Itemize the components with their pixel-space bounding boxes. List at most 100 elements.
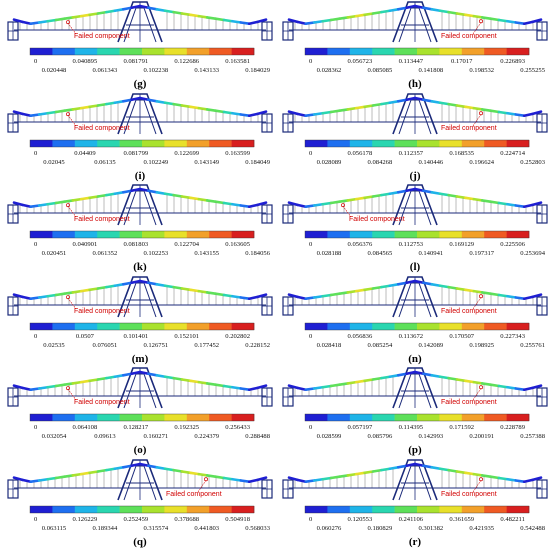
tick-label-bottom: 0.184049 (245, 159, 270, 166)
deck-arch (12, 96, 268, 117)
color-bar-segment (461, 505, 485, 513)
bridge-diagram-p: Failed component 0 0.057197 0.114395 0.17159… (282, 367, 548, 456)
color-bar-segment (484, 231, 507, 238)
color-bar-segment (305, 48, 328, 55)
color-bar-segment (461, 414, 485, 421)
color-bar-segment (74, 231, 98, 238)
color-bar-segment (417, 231, 440, 238)
color-bar-segment (142, 48, 165, 55)
panel-caption: (h) (408, 78, 422, 90)
bridge-diagram-l: Failed component 0 0.056376 0.112753 0.16912… (282, 184, 548, 273)
panel-o: Failed component 0 0.064108 0.128217 0.19232… (6, 366, 274, 456)
color-bar-segment (305, 414, 328, 421)
color-bar-segment (164, 505, 188, 513)
tick-label-bottom: 0.061343 (93, 67, 118, 74)
tick-label-top: 0 (309, 516, 313, 523)
color-bar-segment (97, 48, 120, 55)
tick-label-bottom: 0.084268 (368, 159, 393, 166)
color-bar-segment (372, 322, 395, 330)
tick-label-top: 0.169129 (449, 241, 474, 248)
color-bar-segment (209, 414, 232, 421)
tick-label-top: 0 (34, 58, 38, 65)
tick-label-bottom: 0.02045 (43, 159, 65, 166)
hangers (294, 377, 534, 396)
color-bar-segment (30, 139, 53, 147)
tick-label-bottom: 0.141808 (418, 67, 443, 74)
bridge-diagram-g: Failed component 0 0.040895 0.081791 0.12268… (7, 1, 273, 90)
color-bar (304, 230, 530, 239)
color-bar-segment (372, 48, 395, 55)
tick-label-top: 0.128217 (123, 424, 148, 431)
failed-component-annotation: Failed component (66, 20, 130, 40)
failed-component-label: Failed component (74, 125, 130, 132)
failed-component-annotation: Failed component (66, 386, 130, 406)
color-bar-segment (506, 139, 530, 147)
color-bar-segment (417, 505, 440, 513)
tick-label-bottom: 0.076051 (93, 342, 118, 349)
tick-label-top: 0.252459 (123, 516, 148, 523)
tick-label-top: 0.228789 (500, 424, 525, 431)
bridge-structure (282, 92, 548, 134)
tick-label-top: 0.056376 (348, 241, 373, 248)
tick-label-top: 0.17017 (451, 58, 473, 65)
color-bar-segment (506, 322, 530, 330)
tick-label-top: 0.168535 (449, 150, 474, 157)
color-bar-segment (327, 139, 351, 147)
deck-arch (287, 4, 543, 26)
panel-r: Failed component 0 0.120553 0.241106 0.36165… (281, 458, 549, 548)
tick-label-bottom: 0.06135 (94, 159, 116, 166)
side-pier (261, 478, 273, 499)
color-bar-segment (394, 505, 418, 513)
tick-label-top: 0.224714 (500, 150, 525, 157)
tick-label-bottom: 0.09613 (94, 433, 116, 440)
color-bar-ticks: 0 0.056723 0.113447 0.17017 0.226893 0.028362… (309, 58, 546, 74)
tick-label-bottom: 0.198925 (469, 342, 494, 349)
color-bar-segment (439, 48, 463, 55)
bridge-structure (7, 367, 273, 409)
side-pier (7, 295, 19, 316)
tick-label-top: 0.081803 (123, 241, 148, 248)
color-bar-segment (30, 48, 53, 55)
failed-component-label: Failed component (166, 491, 222, 498)
color-bar-segment (394, 139, 418, 147)
panel-p: Failed component 0 0.057197 0.114395 0.17159… (281, 366, 549, 456)
tick-label-bottom: 0.568033 (245, 525, 270, 532)
tick-label-bottom: 0.02535 (43, 342, 65, 349)
tick-label-top: 0 (309, 150, 313, 157)
color-bar-segment (186, 48, 210, 55)
tick-label-bottom: 0.126751 (143, 342, 168, 349)
color-bar-ticks: 0 0.040901 0.081803 0.122704 0.163605 0.02045… (34, 241, 271, 257)
central-tower (117, 1, 163, 43)
hangers (19, 468, 259, 488)
tick-label-bottom: 0.228152 (245, 342, 270, 349)
bridge-diagram-q: Failed component 0 0.126229 0.252459 0.37868… (7, 458, 273, 548)
color-bar-segment (74, 48, 98, 55)
side-pier (7, 478, 19, 499)
color-bar (304, 505, 530, 513)
failed-component-annotation: Failed component (441, 110, 497, 132)
color-bar-segment (461, 231, 485, 238)
tick-label-bottom: 0.028089 (317, 159, 342, 166)
tick-label-top: 0.202802 (225, 333, 250, 340)
color-bar-segment (417, 48, 440, 55)
hangers (19, 11, 259, 30)
tick-label-bottom: 0.085254 (368, 342, 393, 349)
color-bar-segment (30, 505, 53, 513)
side-pier (536, 112, 548, 133)
central-tower (117, 184, 163, 226)
color-bar-ticks: 0 0.040895 0.081791 0.122686 0.163581 0.02044… (34, 58, 271, 74)
tick-label-top: 0.056723 (348, 58, 373, 65)
bridge-diagram-r: Failed component 0 0.120553 0.241106 0.36165… (282, 458, 548, 548)
tick-label-top: 0.04409 (74, 150, 96, 157)
tick-label-top: 0.113672 (399, 333, 423, 340)
failed-component-label: Failed component (441, 308, 497, 315)
panel-j: Failed component 0 0.056178 0.112357 0.16853… (281, 92, 549, 182)
panel-caption: (r) (409, 536, 422, 548)
central-tower (392, 92, 438, 134)
failed-component-annotation: Failed component (341, 203, 405, 223)
tick-label-top: 0.040901 (73, 241, 98, 248)
color-bar-segment (97, 414, 120, 421)
panel-caption: (j) (410, 170, 421, 182)
bridge-structure (282, 367, 548, 409)
color-bar-segment (305, 505, 328, 513)
